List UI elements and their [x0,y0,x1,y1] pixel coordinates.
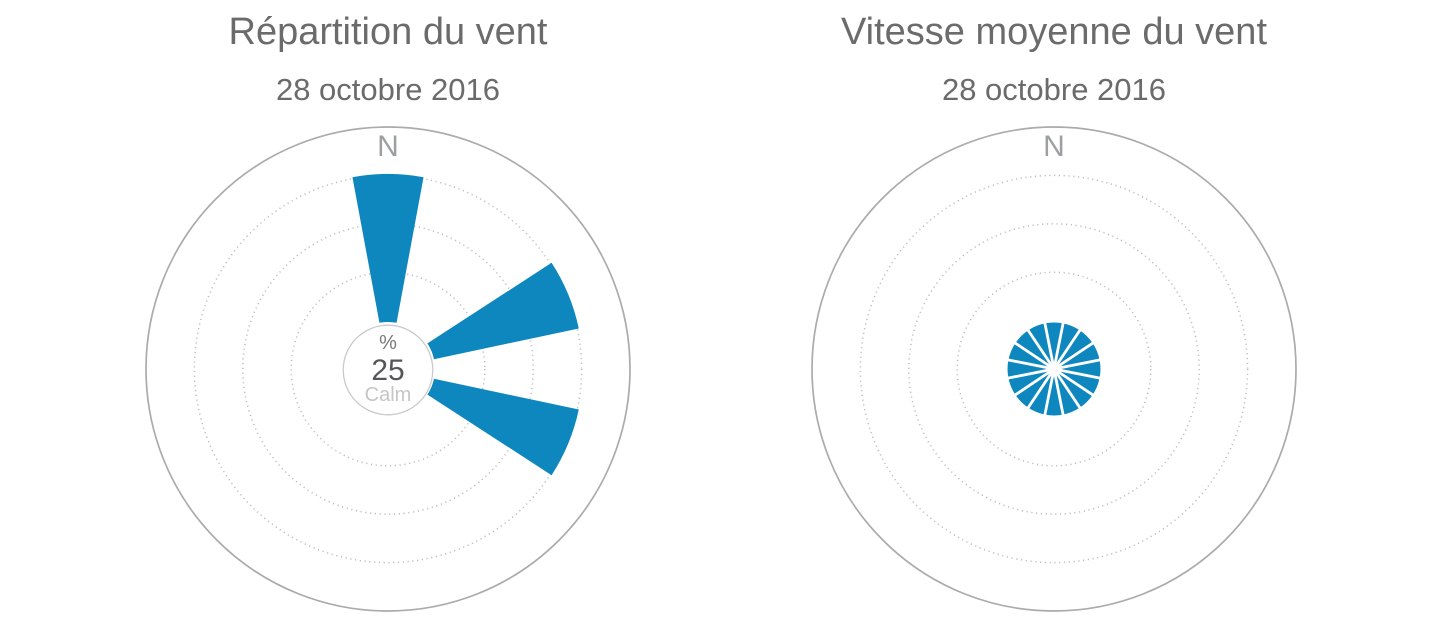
wind-sector-ENE [427,262,579,360]
grid-ring-dotted [908,223,1200,515]
wind-sector-N [1044,322,1064,367]
sector-separator [1053,340,1097,371]
sector-separator [1004,367,1055,381]
wind-sector-WNW [1008,343,1052,369]
sector-separator [1053,367,1104,381]
sector-separator [1052,368,1083,412]
wind-distribution-subtitle: 28 octobre 2016 [275,72,501,107]
wind-sector-E [1056,359,1101,379]
wind-sectors [352,173,579,476]
sector-separator [1052,326,1083,370]
wind-sector-ENE [1056,343,1100,369]
calm-value-label: 25 [371,354,404,387]
wind-speed-panel: Vitesse moyenne du vent 28 octobre 2016 … [804,0,1304,634]
sector-separator [1011,340,1055,371]
sector-separator [1052,368,1066,419]
grid-ring-dotted [859,174,1249,564]
calm-caption-label: Calm [365,384,412,406]
grid-ring-dotted [242,223,534,515]
wind-sector-SW [1015,370,1053,408]
wind-sector-SE [1055,370,1093,408]
wind-sector-NNW [1028,323,1054,367]
wind-sector-NE [1055,330,1093,368]
sector-separator [1053,367,1097,398]
wind-sector-NW [1015,330,1053,368]
wind-sector-WSW [1008,369,1052,395]
wind-sector-ESE [1056,369,1100,395]
sector-separator [1053,357,1104,371]
sector-separator [1011,367,1055,398]
wind-sectors [1004,319,1104,419]
calm-unit-label: % [379,332,397,354]
calm-circle [342,324,434,416]
polar-grid [145,126,631,612]
wind-sector-N [352,173,424,323]
grid-ring-outer [811,126,1297,612]
wind-sector-SSE [1054,371,1080,415]
wind-sector-SSW [1028,371,1054,415]
sector-separator [1052,319,1066,370]
grid-ring-dotted [290,271,486,467]
wind-sector-W [1007,359,1052,379]
sector-separator [1025,368,1056,412]
north-label: N [377,130,399,163]
wind-distribution-title: Répartition du vent [228,11,548,53]
pinwheel-center-dot [1051,366,1057,372]
grid-ring-outer [145,126,631,612]
wind-sector-S [1044,371,1064,416]
sector-separator [1042,368,1056,419]
sector-separator [1042,319,1056,370]
wind-rose-distribution-chart: N % 25 Calm [145,126,631,612]
wind-distribution-panel: Répartition du vent 28 octobre 2016 N % … [138,0,638,634]
grid-ring-dotted [956,271,1152,467]
polar-grid [811,126,1297,612]
wind-sector-ESE [427,378,579,476]
wind-sector-NNE [1054,323,1080,367]
wind-speed-title: Vitesse moyenne du vent [840,11,1267,53]
wind-rose-speed-chart: N [811,126,1297,612]
sector-separator [1025,326,1056,370]
north-label: N [1043,130,1065,163]
wind-speed-subtitle: 28 octobre 2016 [941,72,1167,107]
sector-separator [1004,357,1055,371]
grid-ring-dotted [193,174,583,564]
